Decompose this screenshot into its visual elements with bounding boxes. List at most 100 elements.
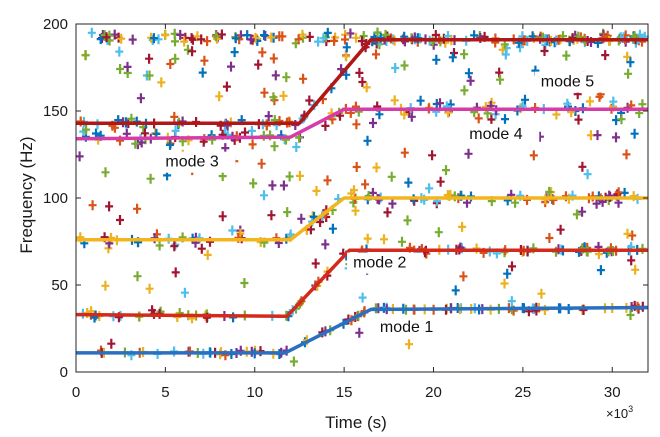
scatter-marker bbox=[278, 31, 287, 42]
scatter-marker bbox=[400, 109, 409, 120]
scatter-marker bbox=[292, 142, 301, 152]
scatter-marker bbox=[282, 72, 291, 83]
scatter-marker bbox=[380, 234, 388, 245]
scatter-marker bbox=[507, 296, 516, 307]
scatter-marker bbox=[171, 125, 180, 136]
scatter-marker bbox=[368, 187, 377, 198]
scatter-marker bbox=[434, 227, 443, 238]
mode-line-mode-4 bbox=[75, 107, 648, 141]
x-tick-label: 0 bbox=[72, 384, 80, 401]
scatter-marker bbox=[218, 171, 227, 182]
y-tick-label: 200 bbox=[43, 16, 68, 33]
scatter-marker bbox=[460, 49, 469, 60]
mode-label-background bbox=[159, 151, 236, 173]
scatter-marker bbox=[521, 94, 529, 105]
scatter-marker bbox=[269, 92, 278, 103]
mode-label-mode-1: mode 1 bbox=[380, 319, 433, 336]
x-axis-multiplier: ×103 bbox=[606, 404, 633, 421]
scatter-marker bbox=[289, 356, 298, 367]
scatter-marker bbox=[466, 75, 475, 86]
scatter-marker bbox=[311, 258, 320, 269]
scatter-marker bbox=[442, 165, 450, 176]
scatter-marker bbox=[572, 209, 581, 220]
scatter-marker bbox=[145, 70, 154, 81]
scatter-marker bbox=[203, 249, 212, 260]
x-tick-label: 25 bbox=[515, 384, 532, 401]
scatter-marker bbox=[314, 36, 323, 47]
scatter-marker bbox=[601, 50, 610, 61]
scatter-marker bbox=[227, 61, 235, 72]
scatter-marker bbox=[270, 141, 279, 152]
scatter-marker bbox=[593, 130, 602, 141]
scatter-marker bbox=[355, 327, 364, 338]
scatter-marker bbox=[82, 124, 91, 135]
scatter-marker bbox=[123, 61, 132, 72]
scatter-marker bbox=[436, 98, 444, 109]
scatter-marker bbox=[342, 51, 351, 62]
scatter-marker bbox=[627, 255, 636, 266]
x-tick-label: 10 bbox=[246, 384, 263, 401]
scatter-marker bbox=[436, 176, 445, 187]
scatter-marker bbox=[428, 150, 437, 161]
scatter-marker bbox=[460, 85, 469, 96]
scatter-marker bbox=[503, 268, 512, 279]
scatter-marker bbox=[170, 111, 179, 122]
scatter-marker bbox=[464, 148, 473, 159]
scatter-marker bbox=[215, 91, 224, 102]
scatter-marker bbox=[586, 96, 594, 107]
scatter-marker bbox=[279, 90, 288, 101]
scatter-marker bbox=[617, 114, 626, 125]
scatter-marker bbox=[496, 74, 505, 85]
scatter-marker bbox=[128, 34, 137, 45]
scatter-marker bbox=[459, 271, 468, 282]
scatter-marker bbox=[391, 63, 400, 73]
scatter-marker bbox=[180, 36, 189, 47]
scatter-marker bbox=[614, 187, 623, 198]
scatter-marker bbox=[622, 149, 631, 160]
scatter-marker bbox=[183, 44, 192, 55]
scatter-marker bbox=[248, 139, 257, 150]
scatter-marker bbox=[176, 29, 185, 40]
scatter-marker bbox=[116, 64, 125, 74]
scatter-marker bbox=[221, 143, 230, 154]
mode-label-mode-5: mode 5 bbox=[541, 74, 594, 91]
scatter-marker bbox=[249, 178, 258, 189]
scatter-marker bbox=[222, 81, 231, 92]
scatter-marker bbox=[592, 198, 601, 209]
scatter-marker bbox=[305, 95, 314, 106]
x-axis-label: Time (s) bbox=[325, 413, 387, 432]
scatter-marker bbox=[638, 99, 647, 110]
scatter-marker bbox=[578, 206, 587, 217]
scatter-marker bbox=[240, 278, 249, 288]
scatter-marker bbox=[595, 91, 604, 102]
scatter-marker bbox=[612, 132, 620, 143]
scatter-marker bbox=[626, 310, 635, 320]
scatter-marker bbox=[116, 215, 124, 225]
scatter-marker bbox=[102, 32, 111, 43]
scatter-marker bbox=[369, 118, 377, 128]
scatter-marker bbox=[101, 280, 110, 291]
x-axis-multiplier-base: ×10 bbox=[606, 406, 628, 421]
scatter-marker bbox=[361, 179, 370, 190]
scatter-marker bbox=[552, 109, 561, 120]
scatter-marker bbox=[247, 125, 256, 136]
scatter-marker bbox=[609, 96, 618, 107]
mode-line-mode-2 bbox=[75, 248, 648, 319]
scatter-marker bbox=[81, 50, 90, 61]
scatter-marker bbox=[323, 175, 332, 186]
scatter-marker bbox=[537, 288, 546, 299]
scatter-marker bbox=[211, 31, 220, 42]
scatter-marker bbox=[630, 128, 639, 139]
scatter-marker bbox=[451, 285, 460, 296]
scatter-marker bbox=[171, 53, 180, 64]
scatter-marker bbox=[388, 198, 397, 209]
scatter-marker bbox=[188, 46, 197, 57]
scatter-marker bbox=[166, 59, 175, 69]
mode-label-background bbox=[347, 252, 424, 274]
scatter-marker bbox=[283, 207, 292, 218]
scatter-marker bbox=[574, 114, 583, 125]
scatter-marker bbox=[260, 87, 269, 98]
scatter-marker bbox=[342, 69, 351, 80]
scatter-marker bbox=[628, 230, 637, 241]
